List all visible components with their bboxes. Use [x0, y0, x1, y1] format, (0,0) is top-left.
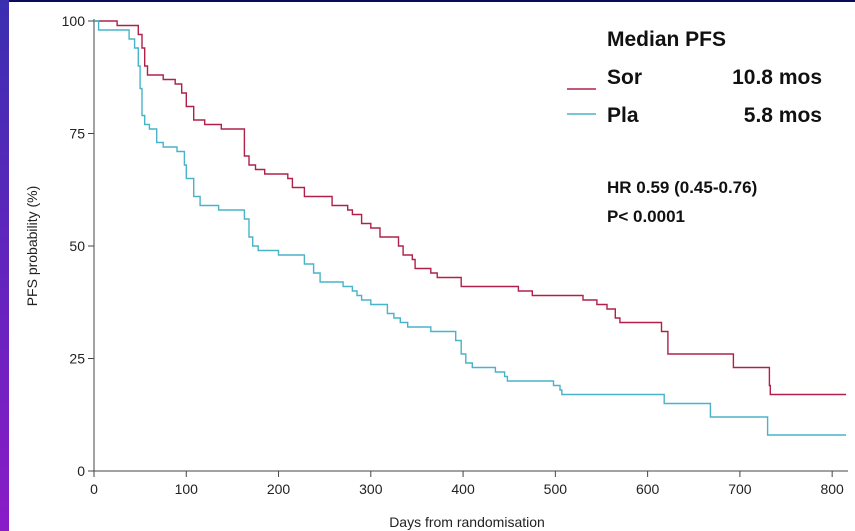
- median-pfs-title: Median PFS: [607, 28, 726, 51]
- x-tick-label: 400: [451, 481, 475, 497]
- legend-value-sor: 10.8 mos: [732, 66, 822, 89]
- x-tick-label: 100: [175, 481, 199, 497]
- hazard-ratio-text: HR 0.59 (0.45-0.76): [607, 178, 757, 197]
- chart-panel: [9, 2, 855, 531]
- y-axis-title: PFS probability (%): [24, 186, 40, 307]
- x-tick-label: 700: [728, 481, 752, 497]
- p-value-text: P< 0.0001: [607, 207, 685, 226]
- x-tick-label: 0: [90, 481, 98, 497]
- x-tick-label: 500: [544, 481, 568, 497]
- axes-layer: 0 25 50 75 100 0 100 200 300 400 500 600 700 800: [62, 13, 848, 497]
- x-axis-title: Days from randomisation: [389, 514, 545, 530]
- y-tick-label: 100: [62, 13, 86, 29]
- x-tick-label: 200: [267, 481, 291, 497]
- legend-value-pla: 5.8 mos: [744, 104, 822, 127]
- y-tick-label: 50: [69, 238, 85, 254]
- y-tick-label: 0: [77, 463, 85, 479]
- y-tick-label: 25: [69, 351, 85, 367]
- x-tick-label: 800: [820, 481, 844, 497]
- series-line-pla: [94, 20, 846, 436]
- series-layer: [94, 20, 846, 436]
- legend-label-pla: Pla: [607, 104, 639, 127]
- slide-accent-bar: [0, 0, 9, 531]
- y-tick-label: 75: [69, 126, 85, 142]
- legend-label-sor: Sor: [607, 66, 642, 89]
- x-tick-label: 600: [636, 481, 660, 497]
- x-tick-label: 300: [359, 481, 383, 497]
- series-line-sor: [94, 20, 846, 396]
